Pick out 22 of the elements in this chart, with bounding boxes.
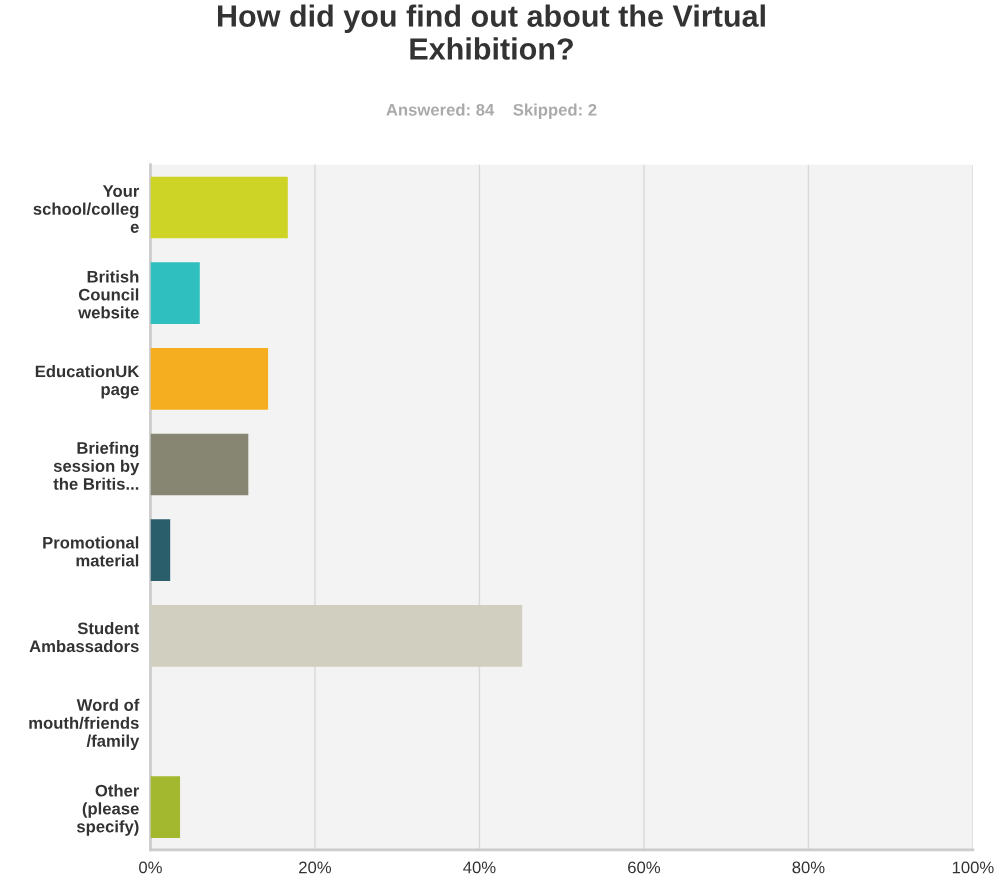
bar	[150, 176, 288, 239]
bar	[150, 347, 269, 410]
y-tick-label: Other (please specify)	[76, 784, 140, 836]
y-tick-label: EducationUK page	[35, 365, 140, 399]
x-tick-label: 40%	[463, 861, 496, 874]
y-tick-label: Student Ambassadors	[29, 621, 140, 653]
chart-title: How did you find out about the Virtual Exhibition?	[217, 4, 765, 60]
bar	[150, 433, 249, 496]
bar	[150, 519, 171, 581]
y-tick-label: Word of mouth/friends /family	[29, 698, 140, 751]
y-tick-label: Briefing session by the Britis...	[53, 441, 140, 490]
x-tick-label: 60%	[628, 861, 661, 874]
x-tick-label: 0%	[139, 861, 162, 874]
x-tick-label: 100%	[952, 861, 994, 874]
bar	[150, 262, 200, 324]
chart-subtitle: Answered: 84 Skipped: 2	[386, 103, 597, 120]
y-tick-label: Promotional material	[43, 536, 139, 567]
y-tick-label: British Council website	[78, 270, 139, 319]
y-tick-label: Your school/colleg e	[33, 185, 140, 233]
x-tick-label: 20%	[299, 861, 332, 874]
bar	[150, 776, 181, 838]
x-tick-label: 80%	[792, 861, 825, 874]
